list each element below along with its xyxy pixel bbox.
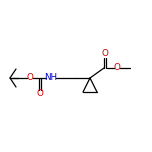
Text: NH: NH [44, 74, 58, 83]
Text: O: O [37, 90, 43, 98]
Text: O: O [102, 50, 108, 59]
Text: O: O [114, 64, 120, 73]
Text: O: O [27, 74, 33, 83]
